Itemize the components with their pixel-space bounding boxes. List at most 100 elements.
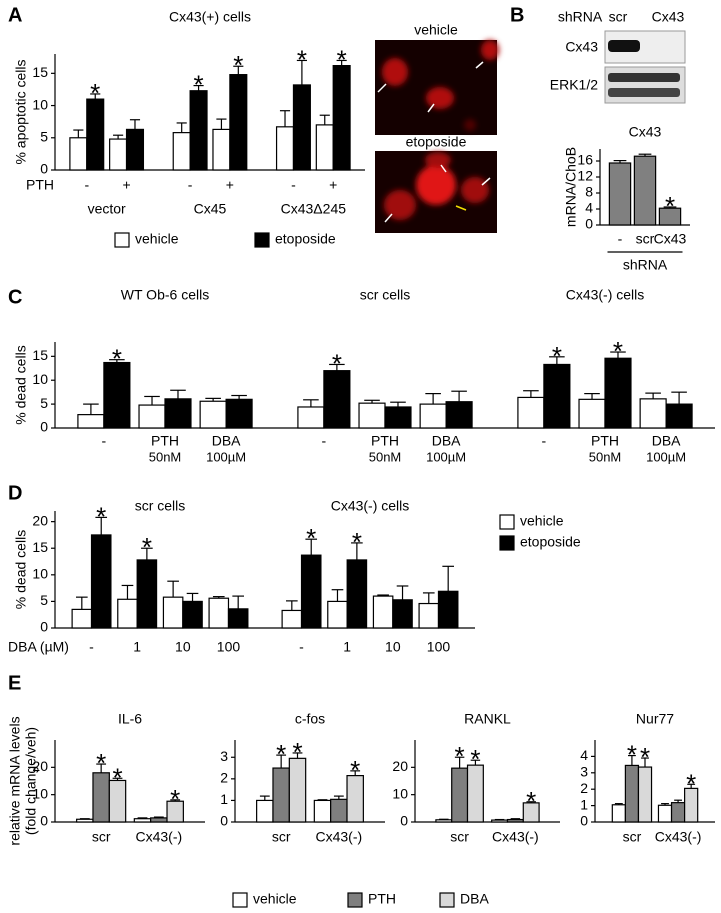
y-tick-label: 0 <box>220 813 228 829</box>
x-tick-sublabel: 100µM <box>646 449 686 464</box>
significance-mark: * <box>613 336 623 366</box>
significance-mark: * <box>142 532 152 562</box>
significance-mark: * <box>332 348 342 378</box>
x-tick-label: + <box>329 177 337 193</box>
legend-label: vehicle <box>520 513 564 529</box>
group-label: WT Ob-6 cells <box>121 287 209 303</box>
panel-label: A <box>8 4 22 26</box>
y-tick-label: 0 <box>40 619 48 635</box>
x-tick-label: - <box>188 177 193 193</box>
bar <box>323 370 351 429</box>
y-tick-label: 0 <box>585 216 593 232</box>
bar <box>608 162 632 226</box>
group-label: scr cells <box>360 287 411 303</box>
x-tick-label: PTH <box>371 433 399 449</box>
bar <box>384 406 412 429</box>
y-tick-label: 5 <box>40 592 48 608</box>
x-tick-label: - <box>618 231 623 247</box>
bar <box>172 132 191 171</box>
group-label: Cx43(-) cells <box>566 287 645 303</box>
significance-mark: * <box>194 70 204 100</box>
blot <box>604 30 686 104</box>
bar <box>125 128 145 171</box>
bar <box>164 398 192 429</box>
x-tick-sublabel: 50nM <box>149 449 182 464</box>
legend-swatch <box>439 892 455 908</box>
significance-mark: * <box>455 741 465 771</box>
x-tick-label: - <box>89 639 94 655</box>
bar <box>639 398 667 429</box>
legend-label: PTH <box>368 891 396 907</box>
bar <box>665 403 693 429</box>
bar <box>162 596 184 629</box>
bar <box>109 138 128 171</box>
y-axis-label: (fold change/veh) <box>23 727 39 835</box>
y-axis-label: mRNA/ChoB <box>563 147 579 227</box>
y-tick-label: 12 <box>577 168 593 184</box>
bar <box>212 128 231 171</box>
x-tick-label: DBA <box>212 433 241 449</box>
significance-mark: * <box>352 527 362 557</box>
y-tick-label: 0 <box>40 161 48 177</box>
y-tick-label: 0 <box>580 813 588 829</box>
x-tick-label: PTH <box>591 433 619 449</box>
significance-mark: * <box>112 762 122 792</box>
bar <box>182 600 203 629</box>
legend-label: vehicle <box>135 231 179 247</box>
legend-label: vehicle <box>253 891 297 907</box>
y-tick-label: 20 <box>32 512 48 528</box>
group-label: Cx43Δ245 <box>281 201 347 217</box>
chart-title: RANKL <box>464 711 511 727</box>
significance-mark: * <box>292 737 302 767</box>
legend-swatch <box>347 892 363 908</box>
significance-mark: * <box>337 44 347 74</box>
x-tick-label: DBA <box>432 433 461 449</box>
y-tick-label: 4 <box>585 200 593 216</box>
bar <box>419 403 447 429</box>
bar <box>275 126 295 171</box>
significance-mark: * <box>686 768 696 798</box>
blot-lane: scr <box>609 9 628 25</box>
x-tick-label: scr <box>272 829 291 845</box>
legend-label: etoposide <box>520 534 581 550</box>
x-axis-label: PTH <box>26 177 54 193</box>
significance-mark: * <box>350 755 360 785</box>
bar <box>543 363 571 429</box>
y-tick-label: 20 <box>32 758 48 774</box>
group-label: shRNA <box>623 257 668 273</box>
x-tick-label: scr <box>623 829 642 845</box>
panel-label: B <box>510 4 524 26</box>
y-axis-label: relative mRNA levels <box>7 716 23 845</box>
panel-label: E <box>8 672 21 694</box>
image-label: vehicle <box>414 22 458 38</box>
bar <box>657 804 673 823</box>
x-tick-sublabel: 100µM <box>206 449 246 464</box>
significance-mark: * <box>306 523 316 553</box>
x-tick-label: scr <box>92 829 111 845</box>
y-tick-label: 1 <box>220 791 228 807</box>
blot-row: ERK1/2 <box>550 77 598 93</box>
y-tick-label: 0 <box>40 813 48 829</box>
group-label: vector <box>88 201 126 217</box>
x-tick-label: - <box>84 177 89 193</box>
significance-mark: * <box>552 341 562 371</box>
legend-swatch <box>499 535 515 551</box>
x-tick-label: DBA <box>652 433 681 449</box>
bar <box>189 90 208 171</box>
x-tick-label: Cx43(-) <box>492 829 539 845</box>
y-tick-label: 10 <box>392 785 408 801</box>
bar <box>327 600 348 629</box>
x-tick-label: Cx43(-) <box>655 829 702 845</box>
x-tick-label: 10 <box>385 639 401 655</box>
bar <box>517 396 545 429</box>
bar <box>117 598 138 629</box>
significance-mark: * <box>665 191 675 221</box>
blot-header: shRNA <box>558 9 603 25</box>
bar <box>437 590 459 629</box>
significance-mark: * <box>90 78 100 108</box>
bar <box>199 400 227 429</box>
x-tick-label: PTH <box>151 433 179 449</box>
bar <box>86 98 105 171</box>
legend-swatch <box>499 514 515 530</box>
